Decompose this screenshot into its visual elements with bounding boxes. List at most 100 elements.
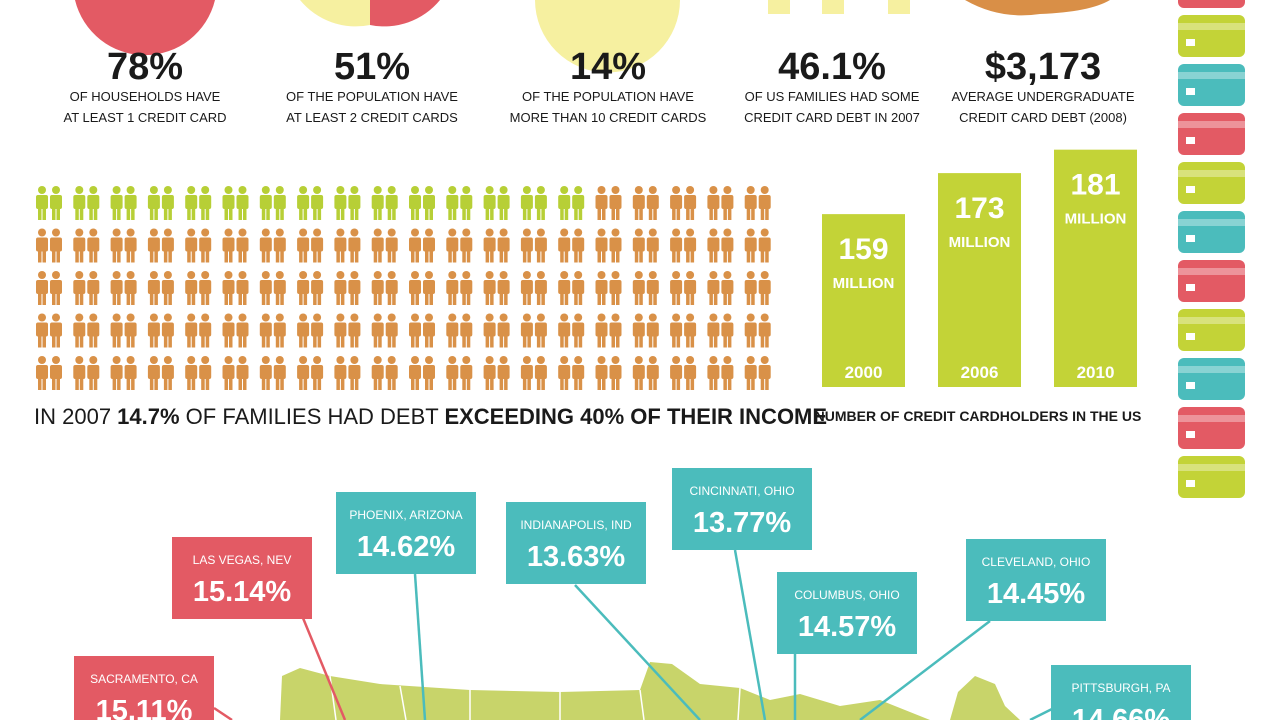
body — [87, 322, 100, 337]
leg — [378, 378, 382, 390]
leg — [564, 335, 569, 348]
head — [499, 271, 508, 279]
body — [572, 280, 585, 294]
leg — [597, 378, 601, 390]
head — [313, 356, 322, 364]
person-pair — [185, 313, 212, 348]
leg — [224, 250, 228, 263]
leg — [672, 293, 676, 305]
head — [522, 186, 531, 194]
head — [313, 186, 322, 194]
head — [112, 228, 121, 237]
head — [760, 186, 769, 194]
leg — [313, 335, 317, 348]
head — [126, 356, 135, 364]
callout-box — [672, 468, 812, 550]
leg — [602, 208, 606, 220]
leg — [597, 250, 601, 263]
head — [634, 228, 643, 237]
body — [222, 365, 235, 379]
person-pair — [446, 186, 473, 220]
head — [411, 356, 419, 364]
person-pair — [744, 271, 771, 305]
leg — [38, 335, 42, 348]
leg — [168, 293, 172, 305]
leg — [499, 208, 504, 220]
leg — [466, 208, 471, 220]
head — [686, 186, 695, 194]
person-pair — [222, 313, 249, 348]
leg — [42, 293, 46, 305]
body — [632, 280, 645, 294]
head — [387, 313, 396, 322]
city-name: COLUMBUS, OHIO — [794, 588, 899, 602]
leg — [280, 208, 284, 220]
body — [721, 237, 734, 252]
body — [520, 365, 533, 379]
head — [275, 313, 284, 322]
body — [460, 195, 473, 209]
leg — [42, 378, 46, 390]
body — [273, 365, 286, 379]
body — [73, 280, 86, 294]
leg — [527, 208, 531, 220]
leg — [340, 250, 345, 263]
person-pair — [73, 186, 100, 220]
card — [1178, 162, 1245, 204]
leg — [411, 208, 415, 220]
person-pair — [334, 228, 361, 263]
head — [560, 186, 569, 194]
head — [485, 186, 494, 194]
head — [574, 228, 583, 237]
leg — [560, 208, 564, 220]
head — [485, 271, 494, 279]
bar-unit: MILLION — [833, 275, 895, 292]
stats: 78%OF HOUSEHOLDS HAVE AT LEAST 1 CREDIT C… — [63, 46, 1134, 125]
body — [385, 322, 398, 337]
leg — [191, 208, 196, 220]
leg — [527, 293, 531, 305]
leg — [653, 378, 657, 390]
body — [371, 195, 384, 209]
body — [684, 195, 697, 209]
leg — [313, 208, 317, 220]
person-pair — [73, 356, 100, 390]
leg — [727, 208, 732, 220]
person-pair — [632, 228, 659, 263]
leg — [154, 250, 158, 263]
callout-line — [213, 706, 233, 720]
leg — [266, 293, 270, 305]
head — [723, 313, 732, 322]
head — [299, 228, 308, 237]
head — [149, 271, 158, 279]
leg — [653, 250, 657, 263]
leg — [224, 208, 228, 220]
body — [558, 322, 571, 337]
leg — [415, 208, 419, 220]
head — [462, 271, 471, 279]
leg — [415, 335, 419, 348]
head — [723, 186, 732, 194]
body — [124, 237, 137, 252]
card — [1178, 15, 1245, 57]
bar-year: 2000 — [845, 363, 883, 382]
leg — [709, 335, 713, 348]
head — [89, 313, 98, 322]
leg — [340, 293, 345, 305]
leg — [676, 208, 681, 220]
head — [299, 186, 308, 194]
body — [534, 365, 547, 379]
leg — [52, 378, 56, 390]
body — [595, 195, 608, 209]
chart-title: NUMBER OF CREDIT CARDHOLDERS IN THE US — [815, 408, 1142, 424]
leg — [504, 378, 508, 390]
head — [163, 271, 172, 279]
leg — [713, 378, 718, 390]
leg — [354, 250, 359, 263]
body — [483, 237, 496, 252]
leg — [163, 378, 168, 390]
card — [1178, 211, 1245, 253]
leg — [336, 293, 340, 305]
head — [75, 186, 84, 194]
leg — [313, 250, 317, 263]
